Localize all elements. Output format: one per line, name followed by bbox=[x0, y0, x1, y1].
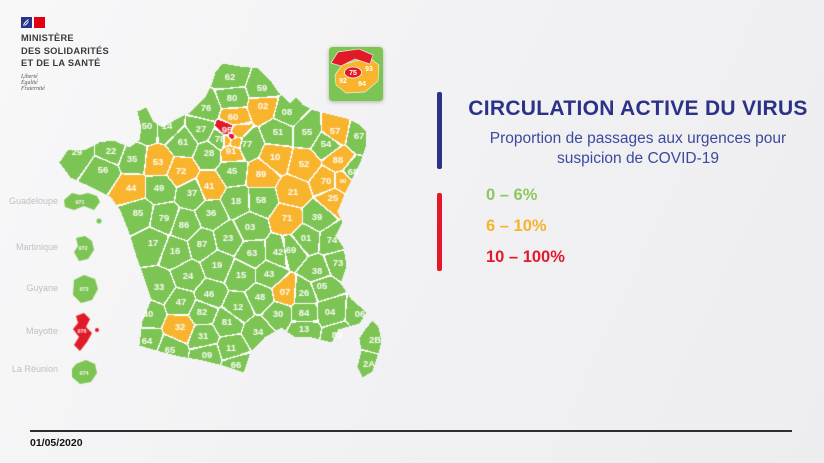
ministry-line-3: ET DE LA SANTÉ bbox=[21, 58, 101, 68]
inset-red-95-area bbox=[330, 48, 374, 67]
republic-motto: Liberté Égalité Fraternité bbox=[21, 74, 191, 93]
ministry-line-2: DES SOLIDARITÉS bbox=[21, 45, 109, 56]
ministry-name: MINISTÈRE DES SOLIDARITÉS ET DE LA SANTÉ bbox=[21, 32, 191, 70]
inset-label-93: 93 bbox=[365, 66, 373, 73]
overseas-label-974: La Réunion bbox=[11, 364, 58, 374]
legend-accent-bar bbox=[437, 193, 442, 271]
motto-egalite: Égalité bbox=[21, 79, 38, 86]
ministry-line-1: MINISTÈRE bbox=[21, 33, 74, 43]
motto-fraternite: Fraternité bbox=[21, 85, 45, 92]
legend-item-red: 10 – 100% bbox=[486, 248, 565, 266]
footer-divider bbox=[30, 430, 792, 432]
inset-label-94: 94 bbox=[358, 81, 366, 88]
page-title: CIRCULATION ACTIVE DU VIRUS bbox=[468, 97, 808, 120]
overseas-label-976: Mayotte bbox=[25, 326, 58, 336]
legend-item-orange: 6 – 10% bbox=[486, 217, 547, 235]
inset-label-75: 75 bbox=[349, 70, 357, 77]
title-block: CIRCULATION ACTIVE DU VIRUS Proportion d… bbox=[452, 97, 824, 169]
date-label: 01/05/2020 bbox=[30, 437, 83, 449]
motto-liberte: Liberté bbox=[21, 73, 38, 80]
ministry-logo: MINISTÈRE DES SOLIDARITÉS ET DE LA SANTÉ… bbox=[21, 17, 191, 92]
paris-region-inset-map: 75 93 92 94 bbox=[329, 47, 383, 101]
overseas-label-971: Guadeloupe bbox=[8, 196, 58, 206]
title-accent-bar bbox=[437, 92, 442, 169]
overseas-label-972: Martinique bbox=[15, 242, 58, 252]
french-flag-icon bbox=[21, 17, 45, 28]
legend: 0 – 6% 6 – 10% 10 – 100% bbox=[486, 184, 686, 277]
inset-label-92: 92 bbox=[339, 78, 347, 85]
inset-red-75-area bbox=[344, 66, 362, 79]
page-subtitle: Proportion de passages aux urgences pour… bbox=[489, 130, 787, 167]
overseas-label-973: Guyane bbox=[26, 283, 58, 293]
legend-item-green: 0 – 6% bbox=[486, 186, 538, 204]
